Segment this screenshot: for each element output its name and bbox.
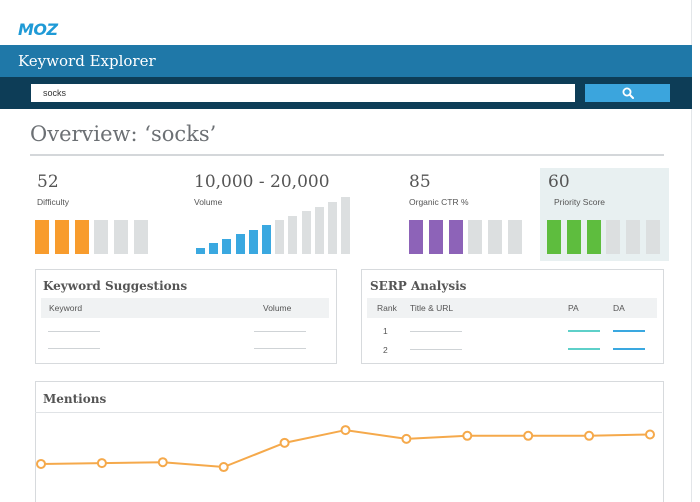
- keyword-suggestions-panel: Keyword Suggestions Keyword Volume: [35, 269, 337, 364]
- mentions-point[interactable]: [401, 433, 412, 444]
- volume-bar: [275, 220, 285, 254]
- title-bar: Keyword Explorer: [0, 45, 692, 77]
- volume-bar: [288, 215, 298, 254]
- volume-bar: [262, 225, 271, 254]
- volume-bar: [341, 197, 351, 254]
- organic-ctr-label: Organic CTR %: [409, 197, 469, 207]
- col-title-url[interactable]: Title & URL: [410, 303, 454, 313]
- search-bar: [0, 77, 692, 109]
- search-button[interactable]: [585, 84, 670, 102]
- difficulty-bar: [94, 220, 109, 254]
- organic-ctr-bar: [468, 220, 483, 254]
- serp-analysis-header: Rank Title & URL PA DA: [367, 298, 657, 318]
- difficulty-bar: [35, 220, 49, 254]
- organic-ctr-bar: [448, 220, 463, 254]
- col-pa[interactable]: PA: [568, 303, 579, 313]
- mentions-point[interactable]: [218, 462, 229, 473]
- mentions-point[interactable]: [157, 457, 168, 468]
- volume-bar: [328, 202, 337, 254]
- priority-bar: [606, 220, 621, 254]
- keyword-placeholder: [48, 348, 100, 349]
- priority-bar: [586, 220, 601, 254]
- mentions-panel: Mentions: [35, 381, 664, 502]
- organic-ctr-bar: [428, 220, 443, 254]
- mentions-point[interactable]: [523, 430, 534, 441]
- organic-ctr-bar: [488, 220, 503, 254]
- keyword-suggestions-header: Keyword Volume: [41, 298, 329, 318]
- page-title: Overview: ‘socks’: [30, 122, 217, 146]
- mentions-point[interactable]: [645, 429, 655, 440]
- difficulty-bar: [74, 220, 89, 254]
- priority-bar: [566, 220, 581, 254]
- volume-value: 10,000 - 20,000: [194, 172, 330, 192]
- col-volume[interactable]: Volume: [263, 303, 292, 313]
- organic-ctr-value: 85: [409, 172, 431, 192]
- mentions-point[interactable]: [279, 437, 290, 448]
- volume-placeholder: [254, 348, 306, 349]
- mentions-point[interactable]: [462, 430, 473, 441]
- priority-bar: [646, 220, 660, 254]
- keyword-suggestions-title: Keyword Suggestions: [43, 279, 188, 293]
- search-input[interactable]: [31, 84, 575, 102]
- pa-bar: [568, 330, 600, 332]
- volume-bar: [235, 234, 245, 254]
- moz-logo[interactable]: MOZ: [18, 20, 58, 39]
- serp-rank: 2: [383, 345, 388, 355]
- volume-bar: [301, 211, 311, 254]
- serp-analysis-title: SERP Analysis: [370, 279, 467, 293]
- keyword-placeholder: [48, 331, 100, 332]
- da-bar: [613, 330, 645, 332]
- volume-label: Volume: [194, 197, 223, 207]
- priority-value: 60: [548, 172, 570, 192]
- volume-bar: [248, 229, 258, 254]
- difficulty-bar: [114, 220, 129, 254]
- volume-bar: [222, 238, 232, 254]
- difficulty-bar: [54, 220, 69, 254]
- difficulty-label: Difficulty: [37, 197, 69, 207]
- mentions-point[interactable]: [340, 425, 351, 436]
- priority-label: Priority Score: [554, 197, 606, 207]
- mentions-title: Mentions: [43, 392, 107, 406]
- organic-ctr-bar: [409, 220, 423, 254]
- col-rank[interactable]: Rank: [377, 303, 397, 313]
- da-bar: [613, 348, 645, 350]
- volume-bar: [209, 243, 219, 254]
- mentions-series-line: [40, 429, 651, 469]
- mentions-divider: [35, 412, 662, 413]
- serp-title-placeholder: [410, 331, 462, 332]
- difficulty-value: 52: [37, 172, 59, 192]
- volume-placeholder: [254, 331, 306, 332]
- pa-bar: [568, 348, 600, 350]
- organic-ctr-bar: [508, 220, 522, 254]
- title-divider: [30, 154, 664, 156]
- mentions-point[interactable]: [584, 430, 595, 441]
- col-keyword[interactable]: Keyword: [49, 303, 83, 313]
- search-icon: [622, 87, 634, 99]
- volume-bar: [314, 206, 324, 254]
- serp-title-placeholder: [410, 349, 462, 350]
- priority-bar: [626, 220, 641, 254]
- volume-bar: [196, 248, 205, 254]
- app-title: Keyword Explorer: [18, 52, 156, 70]
- mentions-point[interactable]: [36, 458, 46, 469]
- priority-bar: [547, 220, 561, 254]
- col-da[interactable]: DA: [613, 303, 625, 313]
- serp-analysis-panel: SERP Analysis Rank Title & URL PA DA 1 2: [361, 269, 664, 364]
- serp-rank: 1: [383, 326, 388, 336]
- mentions-point[interactable]: [96, 458, 107, 469]
- difficulty-bar: [134, 220, 148, 254]
